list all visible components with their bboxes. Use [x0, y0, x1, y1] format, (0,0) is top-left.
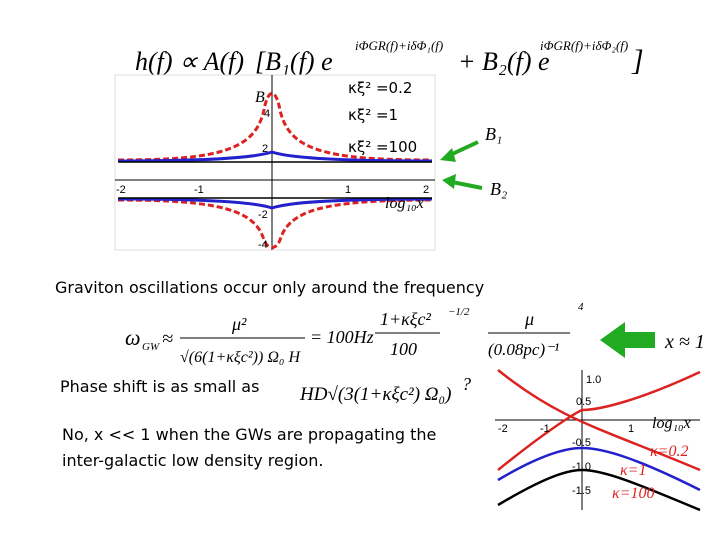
phase-text: Phase shift is as small as: [60, 377, 259, 396]
y-tick-label: 2: [262, 143, 268, 155]
formula-exp: iΦGR(f)+iδΦ₂(f): [540, 38, 628, 53]
x-label: log₁₀x: [385, 195, 424, 212]
curve-red: [497, 370, 701, 471]
formula-term: + B₂(f) e: [458, 47, 550, 76]
arrow-head: [442, 174, 456, 189]
y-tick-label: -4: [258, 239, 268, 251]
y-tick-label: 1.0: [586, 374, 601, 386]
x-label: log₁₀x: [652, 415, 691, 432]
curve-black: [497, 468, 701, 512]
legend-label: κξ² =0.2: [348, 79, 412, 97]
frequency-formula: ω GW ≈ μ² √(6(1+κξc²)) Ω₀ H = 100Hz 1+κξ…: [125, 301, 584, 366]
curve-b2-blue: [117, 197, 433, 210]
curve-b1-blue: [117, 150, 433, 163]
answer-line: No, x << 1 when the GWs are propagating …: [62, 425, 436, 444]
formula-part: ω: [125, 325, 141, 350]
x-tick-label: -2: [116, 184, 126, 196]
y-label: B: [255, 89, 265, 106]
y-tick-label: -1.5: [572, 485, 591, 497]
y-tick-label: -1.0: [572, 461, 591, 473]
formula-part: (0.08pc)⁻¹: [488, 340, 559, 359]
x-tick-label: -1: [540, 423, 550, 435]
arrow-head: [440, 148, 456, 162]
formula-close: ]: [631, 44, 644, 77]
formula-lhs: h(f) ∝ A(f): [135, 47, 244, 76]
curve-red: [497, 369, 701, 472]
answer-line: inter-galactic low density region.: [62, 451, 323, 470]
x-tick-label: 1: [345, 184, 351, 196]
arrow: [451, 180, 483, 190]
y-tick-label: 4: [264, 108, 270, 120]
legend-label: κξ² =100: [348, 138, 417, 156]
question: ?: [462, 374, 471, 394]
sentence: Graviton oscillations occur only around …: [55, 278, 484, 297]
left-plot: B 4 2 -2 -4 -2 -1 1 2 log₁₀x κξ² =0.2 κξ…: [114, 74, 436, 251]
formula-term: [B₁(f) e: [255, 47, 333, 76]
formula-part: 4: [578, 301, 584, 313]
arrow-label: B₂: [490, 179, 507, 199]
x-tick-label: -1: [194, 184, 204, 196]
arrow-label: B₁: [485, 124, 502, 144]
x-tick-label: 2: [423, 184, 429, 196]
curve-blue: [497, 446, 701, 492]
plot-frame: [114, 74, 436, 251]
formula-part: GW: [142, 341, 160, 353]
formula-part: μ: [524, 309, 534, 329]
legend-label: κ=100: [612, 485, 654, 502]
x-tick-label: 1: [628, 423, 634, 435]
formula-part: √(6(1+κξc²)) Ω₀ H: [180, 349, 301, 366]
right-plot: 1.0 0.5 -0.5 -1.0 -1.5 -2 -1 1 log₁₀x κ=…: [495, 369, 701, 512]
arrow: [600, 322, 655, 358]
formula-part: −1/2: [448, 306, 470, 318]
formula-part: = 100Hz: [310, 327, 374, 347]
legend-label: κ=0.2: [650, 443, 688, 460]
y-tick-label: 0.5: [576, 396, 591, 408]
curve-b1-red: [117, 92, 433, 162]
formula-part: 100: [390, 339, 417, 359]
formula-exp: iΦGR(f)+iδΦ₁(f): [355, 38, 443, 53]
y-tick-label: -0.5: [572, 437, 591, 449]
x-tick-label: -2: [498, 423, 508, 435]
x-condition: x ≈ 1: [664, 331, 705, 353]
phase-formula: HD√(3(1+κξc²) Ω₀): [299, 384, 451, 405]
curve-b2-red: [117, 198, 433, 249]
formula-part: μ²: [231, 314, 247, 334]
formula-part: 1+κξc²: [380, 309, 431, 329]
legend-label: κ=1: [620, 462, 646, 479]
y-tick-label: -2: [258, 209, 268, 221]
legend-label: κξ² =1: [348, 106, 398, 124]
formula-part: ≈: [162, 328, 173, 350]
